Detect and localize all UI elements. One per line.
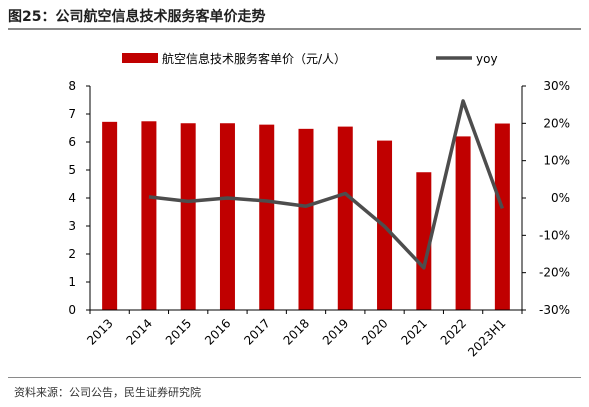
x-tick-label-2015: 2015 — [163, 316, 194, 347]
y-left-tick-label-0: 0 — [68, 303, 76, 317]
bar-2023H1 — [494, 123, 510, 311]
title-divider — [8, 28, 581, 30]
x-tick-label-2013: 2013 — [84, 316, 115, 347]
yoy-line — [148, 99, 505, 270]
y-left-tick-label-8: 8 — [68, 79, 76, 93]
bar-2022 — [455, 136, 471, 310]
x-tick-label-2023H1: 2023H1 — [465, 316, 508, 359]
legend: 航空信息技术服务客单价（元/人） yoy — [122, 51, 498, 66]
bar-2019 — [337, 126, 353, 310]
x-tick-label-2021: 2021 — [398, 316, 429, 347]
bar-2016 — [219, 123, 235, 311]
x-tick-label-2022: 2022 — [438, 316, 469, 347]
x-tick-label-2018: 2018 — [281, 316, 312, 347]
y-left-tick-label-6: 6 — [68, 135, 76, 149]
x-tick-label-2017: 2017 — [241, 316, 272, 347]
source-divider — [8, 377, 581, 378]
y-right-tick-label--20%: -20% — [539, 266, 570, 280]
x-tick-label-2016: 2016 — [202, 316, 233, 347]
y-left-tick-label-3: 3 — [68, 219, 76, 233]
y-right-tick-label-20%: 20% — [543, 116, 570, 130]
bar-2013 — [102, 121, 118, 310]
x-tick-label-2019: 2019 — [320, 316, 351, 347]
y-right-tick-label-10%: 10% — [543, 154, 570, 168]
y-right-tick-label--10%: -10% — [539, 228, 570, 242]
y-left-tick-label-5: 5 — [68, 163, 76, 177]
figure-title: 图25：公司航空信息技术服务客单价走势 — [8, 9, 266, 25]
x-tick-label-2014: 2014 — [124, 316, 155, 347]
y-left-tick-label-1: 1 — [68, 275, 76, 289]
y-right-tick-label--30%: -30% — [539, 303, 570, 317]
y-left-tick-label-4: 4 — [68, 191, 76, 205]
bar-2015 — [180, 123, 196, 311]
y-right-tick-label-30%: 30% — [543, 79, 570, 93]
chart: 航空信息技术服务客单价（元/人） yoy 0 1 2 3 4 5 6 7 8 -30% -20% -1… — [68, 51, 570, 359]
y-left-tick-label-7: 7 — [68, 107, 76, 121]
bar-2014 — [141, 121, 157, 310]
y-right-tick-label-0%: 0% — [551, 191, 570, 205]
legend-swatch-bar — [122, 53, 158, 63]
bar-2021 — [416, 172, 432, 310]
legend-label-line: yoy — [476, 52, 498, 66]
bar-2018 — [298, 128, 314, 310]
x-tick-label-2020: 2020 — [359, 316, 390, 347]
source-note: 资料来源：公司公告，民生证券研究院 — [14, 386, 201, 399]
legend-label-bar: 航空信息技术服务客单价（元/人） — [162, 51, 346, 66]
bar-2017 — [259, 124, 275, 310]
y-left-tick-label-2: 2 — [68, 247, 76, 261]
